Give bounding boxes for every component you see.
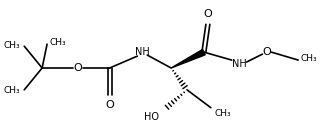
- Text: O: O: [105, 100, 114, 110]
- Text: CH₃: CH₃: [300, 54, 317, 63]
- Polygon shape: [171, 49, 205, 68]
- Text: O: O: [74, 63, 82, 73]
- Text: CH₃: CH₃: [49, 38, 66, 47]
- Text: CH₃: CH₃: [4, 86, 20, 95]
- Text: CH₃: CH₃: [4, 41, 20, 50]
- Text: NH: NH: [232, 59, 247, 69]
- Text: O: O: [204, 9, 212, 19]
- Text: HO: HO: [144, 112, 159, 122]
- Text: O: O: [262, 47, 271, 57]
- Text: CH₃: CH₃: [215, 109, 231, 118]
- Text: NH: NH: [135, 47, 150, 57]
